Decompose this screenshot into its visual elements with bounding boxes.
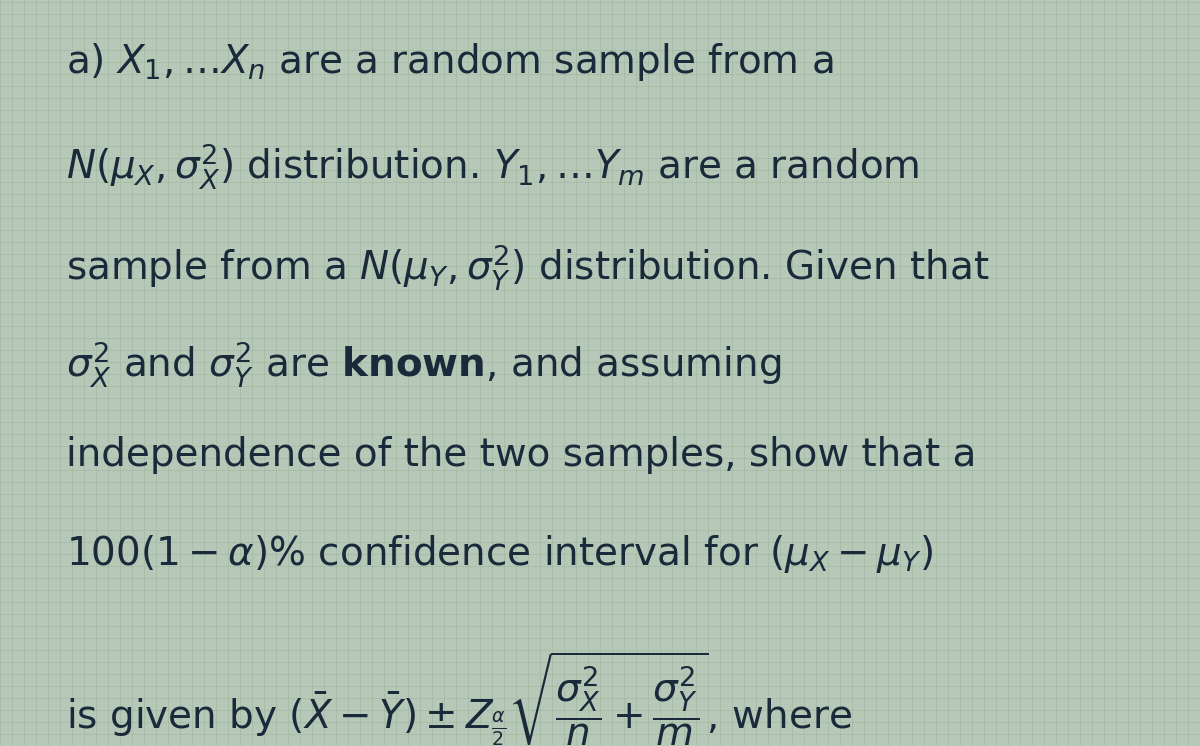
Text: is given by $(\bar{X} - \bar{Y}) \pm Z_{\frac{\alpha}{2}}\sqrt{\dfrac{\sigma_X^2: is given by $(\bar{X} - \bar{Y}) \pm Z_{… — [66, 649, 852, 746]
Text: a) $X_1,\ldots X_n$ are a random sample from a: a) $X_1,\ldots X_n$ are a random sample … — [66, 41, 834, 83]
Text: $100(1 - \alpha)\%$ confidence interval for $(\mu_X - \mu_Y)$: $100(1 - \alpha)\%$ confidence interval … — [66, 533, 932, 575]
Text: $N(\mu_X, \sigma_X^2)$ distribution. $Y_1, \ldots Y_m$ are a random: $N(\mu_X, \sigma_X^2)$ distribution. $Y_… — [66, 142, 919, 192]
Text: $\sigma_X^2$ and $\sigma_Y^2$ are $\mathbf{known}$, and assuming: $\sigma_X^2$ and $\sigma_Y^2$ are $\math… — [66, 339, 781, 389]
Text: sample from a $N(\mu_Y, \sigma_Y^2)$ distribution. Given that: sample from a $N(\mu_Y, \sigma_Y^2)$ dis… — [66, 242, 990, 292]
Text: independence of the two samples, show that a: independence of the two samples, show th… — [66, 436, 977, 474]
